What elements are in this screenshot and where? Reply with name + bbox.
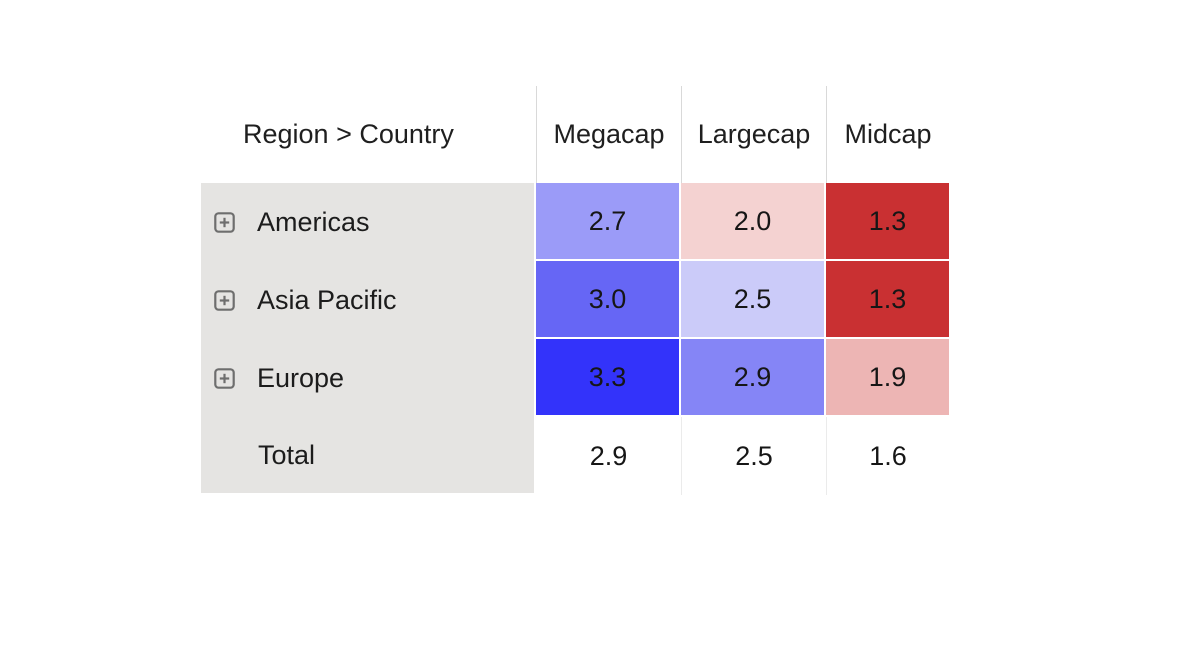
- cell-asia-pacific-largecap[interactable]: 2.5: [681, 261, 826, 339]
- cell-total-megacap[interactable]: 2.9: [536, 417, 681, 495]
- matrix-body: Americas 2.7 2.0 1.3 Asia Pacific 3.0 2.…: [201, 183, 949, 495]
- row-header-column-title: Region > Country: [243, 119, 454, 149]
- column-header-largecap[interactable]: Largecap: [681, 86, 826, 183]
- cell-asia-pacific-megacap[interactable]: 3.0: [536, 261, 681, 339]
- cell-americas-largecap[interactable]: 2.0: [681, 183, 826, 261]
- cell-europe-midcap[interactable]: 1.9: [826, 339, 949, 417]
- cell-americas-midcap[interactable]: 1.3: [826, 183, 949, 261]
- cell-asia-pacific-midcap[interactable]: 1.3: [826, 261, 949, 339]
- row-label: Europe: [257, 362, 345, 393]
- expand-plus-icon[interactable]: [214, 367, 235, 389]
- row-label: Total: [258, 439, 316, 470]
- matrix-table: Region > Country Megacap Largecap Midcap…: [201, 86, 949, 495]
- expand-plus-icon[interactable]: [214, 289, 235, 311]
- row-header-asia-pacific[interactable]: Asia Pacific: [201, 261, 536, 339]
- cell-europe-megacap[interactable]: 3.3: [536, 339, 681, 417]
- row-header-europe[interactable]: Europe: [201, 339, 536, 417]
- row-header-total: Total: [201, 417, 536, 495]
- cell-total-largecap[interactable]: 2.5: [681, 417, 826, 495]
- column-header-midcap[interactable]: Midcap: [826, 86, 949, 183]
- matrix-header-row: Region > Country Megacap Largecap Midcap: [201, 86, 949, 183]
- cell-europe-largecap[interactable]: 2.9: [681, 339, 826, 417]
- expand-plus-icon[interactable]: [214, 211, 235, 233]
- row-label: Asia Pacific: [257, 284, 397, 315]
- column-header-megacap[interactable]: Megacap: [536, 86, 681, 183]
- row-label: Americas: [257, 206, 370, 237]
- cell-total-midcap[interactable]: 1.6: [826, 417, 949, 495]
- cell-americas-megacap[interactable]: 2.7: [536, 183, 681, 261]
- row-header-americas[interactable]: Americas: [201, 183, 536, 261]
